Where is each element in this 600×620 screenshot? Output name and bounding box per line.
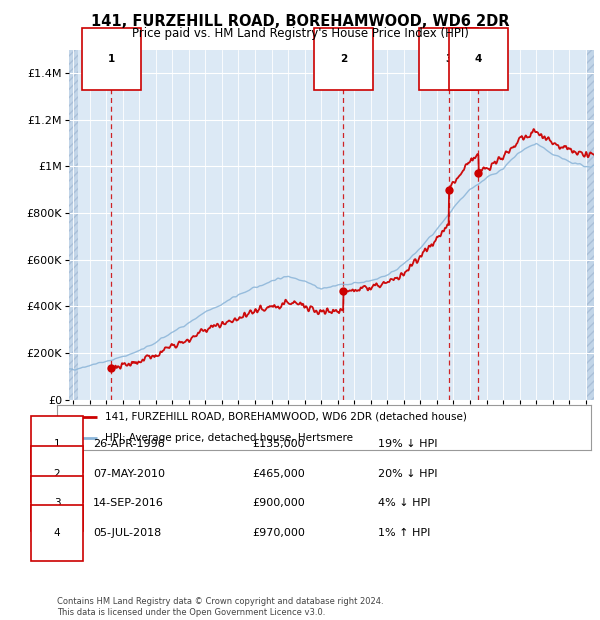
- Text: 1: 1: [108, 55, 115, 64]
- Text: 1: 1: [53, 439, 61, 449]
- Text: 05-JUL-2018: 05-JUL-2018: [93, 528, 161, 538]
- Text: £970,000: £970,000: [252, 528, 305, 538]
- Text: 1% ↑ HPI: 1% ↑ HPI: [378, 528, 430, 538]
- Text: 2: 2: [53, 469, 61, 479]
- Text: 2: 2: [340, 55, 347, 64]
- Text: Price paid vs. HM Land Registry's House Price Index (HPI): Price paid vs. HM Land Registry's House …: [131, 27, 469, 40]
- Text: 14-SEP-2016: 14-SEP-2016: [93, 498, 164, 508]
- Text: 3: 3: [445, 55, 452, 64]
- Text: £135,000: £135,000: [252, 439, 305, 449]
- Bar: [587, 50, 600, 400]
- Text: 4% ↓ HPI: 4% ↓ HPI: [378, 498, 431, 508]
- Text: HPI: Average price, detached house, Hertsmere: HPI: Average price, detached house, Hert…: [105, 433, 353, 443]
- Text: £900,000: £900,000: [252, 498, 305, 508]
- Text: 3: 3: [53, 498, 61, 508]
- Text: 4: 4: [53, 528, 61, 538]
- Text: 141, FURZEHILL ROAD, BOREHAMWOOD, WD6 2DR (detached house): 141, FURZEHILL ROAD, BOREHAMWOOD, WD6 2D…: [105, 412, 467, 422]
- Bar: [69, 50, 78, 400]
- Text: Contains HM Land Registry data © Crown copyright and database right 2024.
This d: Contains HM Land Registry data © Crown c…: [57, 598, 383, 617]
- Text: 4: 4: [475, 55, 482, 64]
- Text: 141, FURZEHILL ROAD, BOREHAMWOOD, WD6 2DR: 141, FURZEHILL ROAD, BOREHAMWOOD, WD6 2D…: [91, 14, 509, 29]
- Text: 19% ↓ HPI: 19% ↓ HPI: [378, 439, 437, 449]
- Text: 20% ↓ HPI: 20% ↓ HPI: [378, 469, 437, 479]
- Text: 07-MAY-2010: 07-MAY-2010: [93, 469, 165, 479]
- Text: 26-APR-1996: 26-APR-1996: [93, 439, 165, 449]
- Text: £465,000: £465,000: [252, 469, 305, 479]
